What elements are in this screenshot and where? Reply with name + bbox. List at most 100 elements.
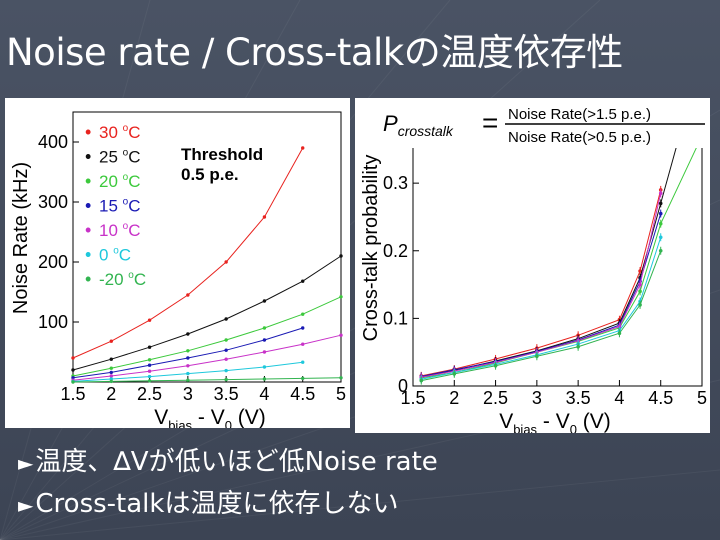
data-point [262,365,267,369]
data-point [109,374,113,378]
y-tick-label: 0.1 [383,308,408,328]
series-line [72,377,342,383]
y-tick-label: 100 [38,312,68,332]
data-point [71,356,75,360]
data-point [224,317,228,321]
legend-label: -20 oC [99,270,146,289]
y-tick-label: 0 [398,376,408,396]
y-tick-label: 0.2 [383,241,408,261]
legend-bullet: • [85,122,91,142]
data-point [71,380,75,384]
y-axis-label: Noise Rate (kHz) [10,162,32,314]
data-point [224,338,228,342]
series-line [421,128,682,378]
bullet-item: ►温度、∆Vが低いほど低Noise rate [18,442,438,484]
x-tick-label: 2 [449,388,459,408]
data-point [147,374,152,379]
y-tick-label: 0.3 [383,173,408,193]
x-axis-label: Vbias - V0 (V) [154,406,266,428]
data-point [147,318,152,322]
series-line [421,250,662,382]
x-tick-label: 3 [183,384,193,404]
x-tick-label: 3.5 [214,384,239,404]
x-tick-label: 4.5 [648,388,673,408]
data-point [186,356,190,360]
data-point [262,338,267,342]
legend-label: 10 oC [99,221,140,240]
x-tick-label: 5 [336,384,346,404]
x-tick-label: 4.5 [290,384,315,404]
legend-bullet: • [85,196,91,216]
y-axis-label: Cross-talk probability [360,155,382,342]
data-point [224,357,228,361]
data-point [224,368,228,373]
formula-equals: = [482,107,498,138]
data-point [147,358,152,362]
legend-label: 0 oC [99,246,131,265]
data-point [147,363,152,367]
threshold-annotation: Threshold [181,145,263,164]
arrow-bullet-icon: ► [18,451,34,475]
formula-denominator: Noise Rate(>0.5 p.e.) [508,129,651,146]
data-point [301,360,305,364]
data-point [262,326,267,330]
data-point [186,364,190,368]
data-point [301,312,305,316]
data-point [147,369,152,373]
data-point [301,376,305,381]
x-tick-label: 4 [614,388,624,408]
formula-numerator: Noise Rate(>1.5 p.e.) [508,106,651,123]
data-point [109,339,113,343]
legend-label: 30 oC [99,123,140,142]
data-point [109,379,113,384]
data-point [301,146,305,150]
data-point [109,357,113,361]
x-tick-label: 2.5 [483,388,508,408]
legend-label: 20 oC [99,172,140,191]
y-tick-label: 200 [38,252,68,272]
data-point [186,349,190,353]
series-line [421,189,662,377]
data-point [262,215,267,219]
data-point [186,378,190,382]
data-point [224,260,228,264]
y-tick-label: 400 [38,132,68,152]
legend-label: 25 oC [99,148,140,167]
data-point [301,279,305,283]
legend-bullet: • [85,171,91,191]
data-point [301,342,305,346]
data-point [224,348,228,352]
x-tick-label: 4 [259,384,269,404]
x-tick-label: 3 [532,388,542,408]
series-line [72,296,342,377]
data-point [147,345,152,349]
data-point [301,326,305,330]
legend-bullet: • [85,245,91,265]
data-point [109,377,113,381]
bullet-list: ►温度、∆Vが低いほど低Noise rate ►Cross-talkは温度に依存… [18,442,438,526]
series-line [421,237,662,380]
threshold-annotation: 0.5 p.e. [181,165,239,184]
data-point [71,368,75,372]
legend-bullet: • [85,147,91,167]
data-point [186,332,190,336]
data-point [339,333,343,337]
series-line [72,255,342,371]
legend: • 30 oC • 25 oC • 20 oC • 15 oC • 10 oC • 0 oC • -20… [85,122,146,289]
bullet-text: 温度、∆Vが低いほど低Noise rate [35,447,438,477]
data-point [262,377,267,381]
x-tick-label: 2.5 [137,384,162,404]
data-point [339,295,343,299]
x-tick-label: 3.5 [566,388,591,408]
bullet-item: ►Cross-talkは温度に依存しない [18,484,438,526]
legend-bullet: • [85,220,91,240]
legend-bullet: • [85,269,91,289]
x-tick-label: 5 [697,388,707,408]
noise-rate-chart: 1.5 2 2.5 3 3.5 4 4.5 5 100 200 300 400 Noise Rate (… [10,111,346,433]
x-axis-label: Vbias - V0 (V) [499,410,611,433]
data-point [186,371,190,376]
noise-rate-chart-panel: 1.5 2 2.5 3 3.5 4 4.5 5 100 200 300 400 Noise Rate (… [5,98,350,433]
data-point [224,377,228,382]
x-tick-label: 2 [106,384,116,404]
